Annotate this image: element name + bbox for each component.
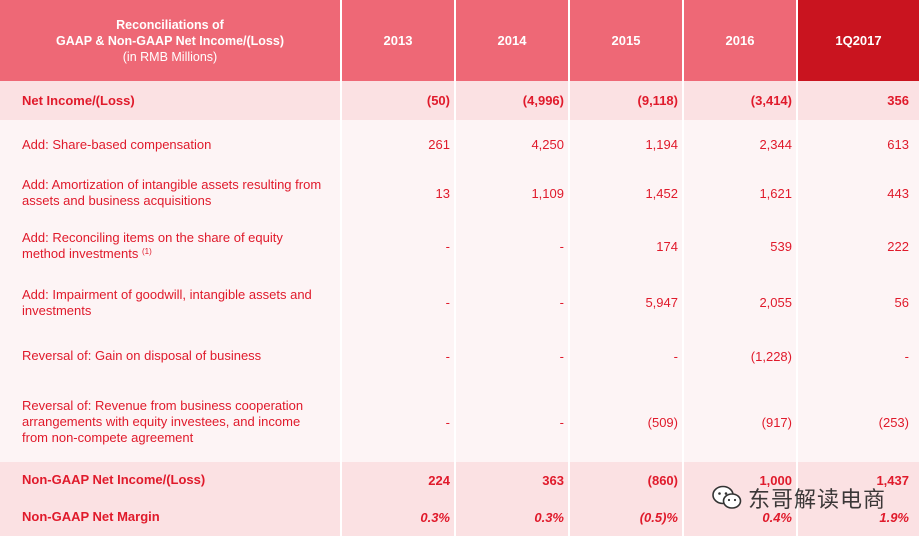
header-title-line3: (in RMB Millions)	[122, 49, 218, 64]
table-row: Add: Share-based compensation 261 4,250 …	[0, 120, 919, 169]
row-label-line: Add: Amortization of intangible assets r…	[22, 177, 322, 192]
header-row: Reconciliations of GAAP & Non-GAAP Net I…	[0, 0, 919, 81]
row-value: -	[342, 330, 456, 382]
row-value: 0.3%	[342, 498, 456, 536]
row-value: 443	[798, 169, 919, 217]
row-label: Non-GAAP Net Margin	[0, 498, 342, 536]
row-label-line: Add: Impairment of goodwill, intangible …	[22, 286, 312, 302]
table-row: Non-GAAP Net Income/(Loss) 224 363 (860)…	[0, 462, 919, 498]
row-label-line: Reversal of: Revenue from business coope…	[22, 398, 304, 413]
watermark: 东哥解读电商	[712, 482, 886, 514]
row-value: (3,414)	[684, 81, 798, 120]
header-year-2015: 2015	[570, 0, 684, 81]
row-value: 1,437	[798, 462, 919, 498]
table-row: Reversal of: Revenue from business coope…	[0, 382, 919, 462]
row-value: (1,228)	[684, 330, 798, 382]
table-row: Non-GAAP Net Margin 0.3% 0.3% (0.5)% 0.4…	[0, 498, 919, 536]
table-row: Add: Impairment of goodwill, intangible …	[0, 275, 919, 330]
header-year-2013: 2013	[342, 0, 456, 81]
row-label: Reversal of: Revenue from business coope…	[0, 382, 342, 462]
row-value: -	[342, 217, 456, 275]
row-value: (0.5)%	[570, 498, 684, 536]
header-title-line2: GAAP & Non-GAAP Net Income/(Loss)	[55, 33, 285, 48]
row-value: 0.4%	[684, 498, 798, 536]
header-title-line1: Reconciliations of	[116, 17, 224, 32]
row-label-line: arrangements with equity investees, and …	[22, 414, 301, 429]
row-label-line: Add: Reconciling items on the share of e…	[22, 230, 283, 245]
row-value: 1,194	[570, 120, 684, 169]
table-row: Reversal of: Gain on disposal of busines…	[0, 330, 919, 382]
row-value: (4,996)	[456, 81, 570, 120]
header-year-2016: 2016	[684, 0, 798, 81]
row-value: 1,621	[684, 169, 798, 217]
row-value: (253)	[798, 382, 919, 462]
row-value: 363	[456, 462, 570, 498]
row-value: 539	[684, 217, 798, 275]
row-value: (860)	[570, 462, 684, 498]
row-label: Net Income/(Loss)	[0, 81, 342, 120]
row-value: -	[798, 330, 919, 382]
row-value: 174	[570, 217, 684, 275]
row-value: 0.3%	[456, 498, 570, 536]
row-value: -	[456, 217, 570, 275]
row-value: 56	[798, 275, 919, 330]
row-value: -	[570, 330, 684, 382]
header-year-2014: 2014	[456, 0, 570, 81]
row-value: 5,947	[570, 275, 684, 330]
wechat-icon	[712, 485, 742, 509]
watermark-text: 东哥解读电商	[748, 487, 887, 512]
row-value: 261	[342, 120, 456, 169]
row-label: Non-GAAP Net Income/(Loss)	[0, 462, 342, 498]
row-label-line: investments	[22, 302, 92, 318]
table-row: Add: Reconciling items on the share of e…	[0, 217, 919, 275]
table-row: Add: Amortization of intangible assets r…	[0, 169, 919, 217]
row-value: 2,344	[684, 120, 798, 169]
row-value: -	[456, 382, 570, 462]
row-value: 1,000	[684, 462, 798, 498]
row-value: 1,109	[456, 169, 570, 217]
row-label: Add: Reconciling items on the share of e…	[0, 217, 342, 275]
row-label: Add: Impairment of goodwill, intangible …	[0, 275, 342, 330]
row-value: (50)	[342, 81, 456, 120]
row-label: Reversal of: Gain on disposal of busines…	[0, 330, 342, 382]
header-year-1q2017: 1Q2017	[798, 0, 919, 81]
row-label-line: method investments	[22, 246, 139, 261]
row-label-line: assets and business acquisitions	[22, 193, 212, 208]
footnote-marker: (1)	[141, 247, 152, 256]
row-value: 1.9%	[798, 498, 919, 536]
row-value: -	[342, 382, 456, 462]
table-row: Net Income/(Loss) (50) (4,996) (9,118) (…	[0, 81, 919, 120]
row-value: 1,452	[570, 169, 684, 217]
row-label-line: from non-compete agreement	[22, 430, 194, 445]
row-value: (917)	[684, 382, 798, 462]
header-title: Reconciliations of GAAP & Non-GAAP Net I…	[0, 0, 342, 81]
row-value: -	[456, 275, 570, 330]
row-value: -	[456, 330, 570, 382]
row-value: 356	[798, 81, 919, 120]
row-label: Add: Share-based compensation	[0, 120, 342, 169]
row-value: 613	[798, 120, 919, 169]
row-value: 13	[342, 169, 456, 217]
row-value: 224	[342, 462, 456, 498]
row-label: Add: Amortization of intangible assets r…	[0, 169, 342, 217]
row-value: (9,118)	[570, 81, 684, 120]
row-value: 4,250	[456, 120, 570, 169]
row-value: -	[342, 275, 456, 330]
row-value: 2,055	[684, 275, 798, 330]
row-value: (509)	[570, 382, 684, 462]
row-value: 222	[798, 217, 919, 275]
